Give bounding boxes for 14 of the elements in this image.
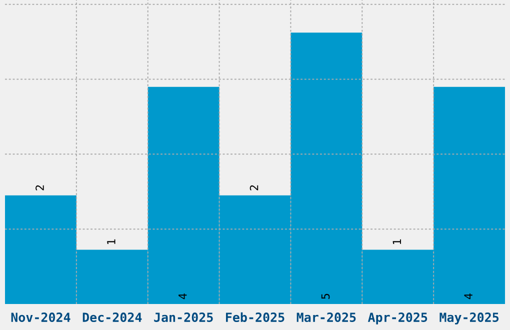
x-tick-label: Jan-2025 — [154, 312, 213, 322]
x-tick-label: Apr-2025 — [368, 312, 428, 324]
x-tick-label: Nov-2024 — [11, 312, 70, 322]
x-tick-label: Feb-2025 — [226, 312, 284, 322]
data-label: 5 — [321, 294, 330, 299]
x-tick-label: May-2025 — [440, 312, 499, 324]
data-label: 1 — [107, 239, 116, 244]
data-label: 4 — [464, 294, 472, 300]
x-tick-label: Dec-2024 — [82, 312, 142, 322]
data-label: 2 — [36, 185, 44, 190]
data-label: 1 — [392, 239, 401, 244]
data-label: 2 — [250, 185, 258, 190]
data-label: 4 — [178, 294, 187, 300]
x-tick-label: Mar-2025 — [296, 312, 356, 322]
